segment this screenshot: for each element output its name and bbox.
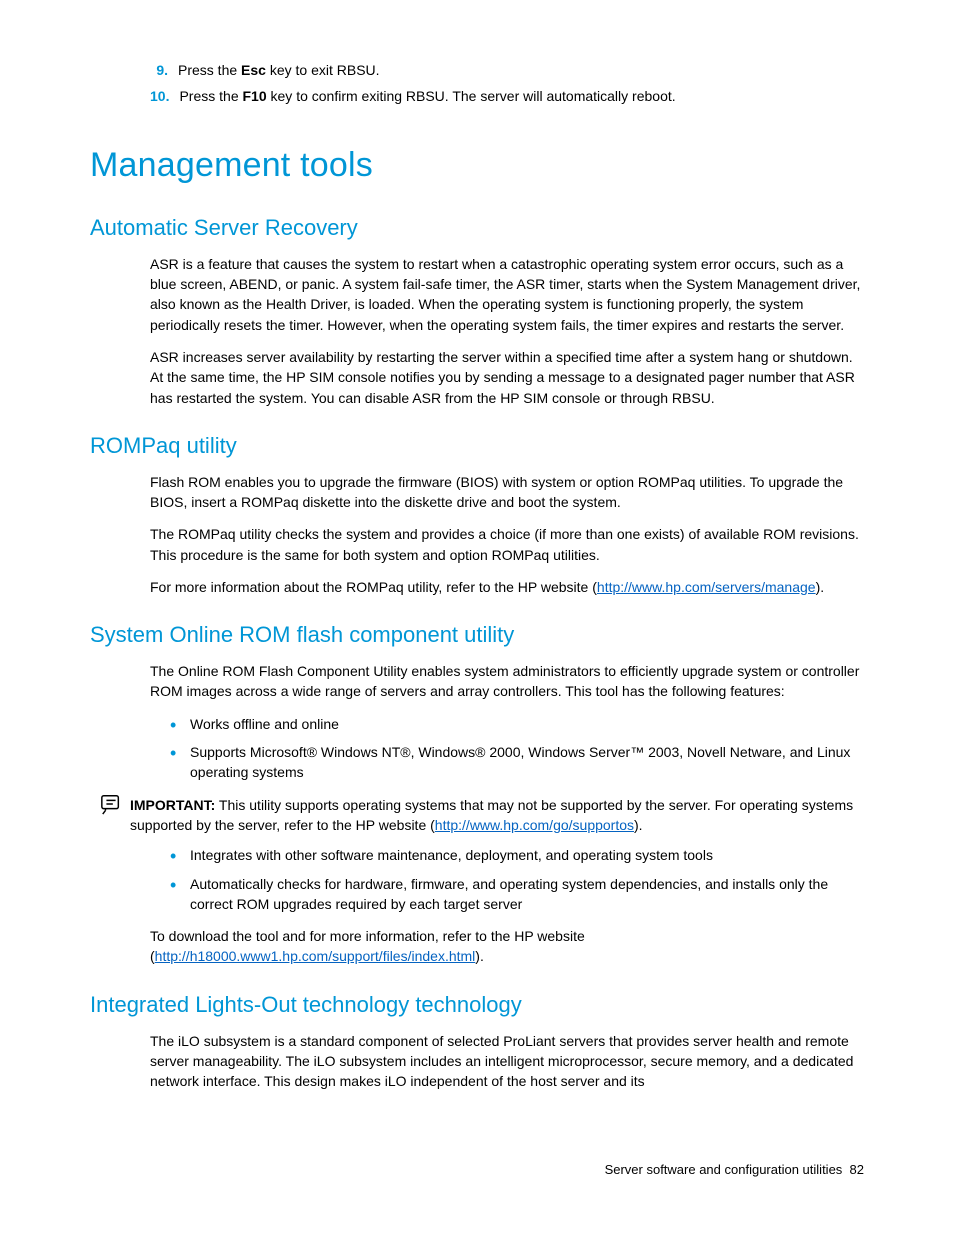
footer-page: 82 [850, 1162, 864, 1177]
important-text: IMPORTANT: This utility supports operati… [130, 795, 864, 836]
step-post: key to confirm exiting RBSU. The server … [267, 88, 676, 104]
rompaq-paragraph-1: Flash ROM enables you to upgrade the fir… [90, 472, 864, 513]
ilo-paragraph-1: The iLO subsystem is a standard componen… [90, 1031, 864, 1092]
step-post: key to exit RBSU. [266, 62, 380, 78]
step-pre: Press the [178, 62, 241, 78]
step-item-9: 9. Press the Esc key to exit RBSU. [90, 60, 864, 80]
heading-romflash: System Online ROM flash component utilit… [90, 619, 864, 651]
footer-text: Server software and configuration utilit… [605, 1162, 843, 1177]
heading-ilo: Integrated Lights-Out technology technol… [90, 989, 864, 1021]
page-footer: Server software and configuration utilit… [605, 1161, 864, 1180]
asr-paragraph-1: ASR is a feature that causes the system … [90, 254, 864, 335]
list-item: Automatically checks for hardware, firmw… [170, 874, 864, 915]
text-post: ). [634, 817, 643, 833]
rompaq-paragraph-2: The ROMPaq utility checks the system and… [90, 524, 864, 565]
list-item: Works offline and online [170, 714, 864, 734]
important-note: IMPORTANT: This utility supports operati… [90, 795, 864, 836]
rompaq-paragraph-3: For more information about the ROMPaq ut… [90, 577, 864, 597]
link-rompaq[interactable]: http://www.hp.com/servers/manage [597, 579, 816, 595]
romflash-bullets-1: Works offline and online Supports Micros… [90, 714, 864, 783]
step-bold: F10 [243, 88, 267, 104]
link-download[interactable]: http://h18000.www1.hp.com/support/files/… [155, 948, 476, 964]
step-item-10: 10. Press the F10 key to confirm exiting… [90, 86, 864, 106]
list-item: Integrates with other software maintenan… [170, 845, 864, 865]
step-text: Press the F10 key to confirm exiting RBS… [179, 86, 864, 106]
list-item: Supports Microsoft® Windows NT®, Windows… [170, 742, 864, 783]
step-bold: Esc [241, 62, 266, 78]
romflash-paragraph-1: The Online ROM Flash Component Utility e… [90, 661, 864, 702]
step-number: 9. [150, 60, 178, 80]
important-label: IMPORTANT: [130, 797, 215, 813]
heading-rompaq: ROMPaq utility [90, 430, 864, 462]
romflash-bullets-2: Integrates with other software maintenan… [90, 845, 864, 914]
important-icon [100, 793, 122, 815]
asr-paragraph-2: ASR increases server availability by res… [90, 347, 864, 408]
romflash-paragraph-2: To download the tool and for more inform… [90, 926, 864, 967]
heading-asr: Automatic Server Recovery [90, 212, 864, 244]
link-supportos[interactable]: http://www.hp.com/go/supportos [435, 817, 634, 833]
text-pre: For more information about the ROMPaq ut… [150, 579, 597, 595]
text-post: ). [475, 948, 484, 964]
heading-management-tools: Management tools [90, 141, 864, 190]
step-text: Press the Esc key to exit RBSU. [178, 60, 864, 80]
step-number: 10. [150, 86, 179, 106]
text-post: ). [816, 579, 825, 595]
step-pre: Press the [179, 88, 242, 104]
